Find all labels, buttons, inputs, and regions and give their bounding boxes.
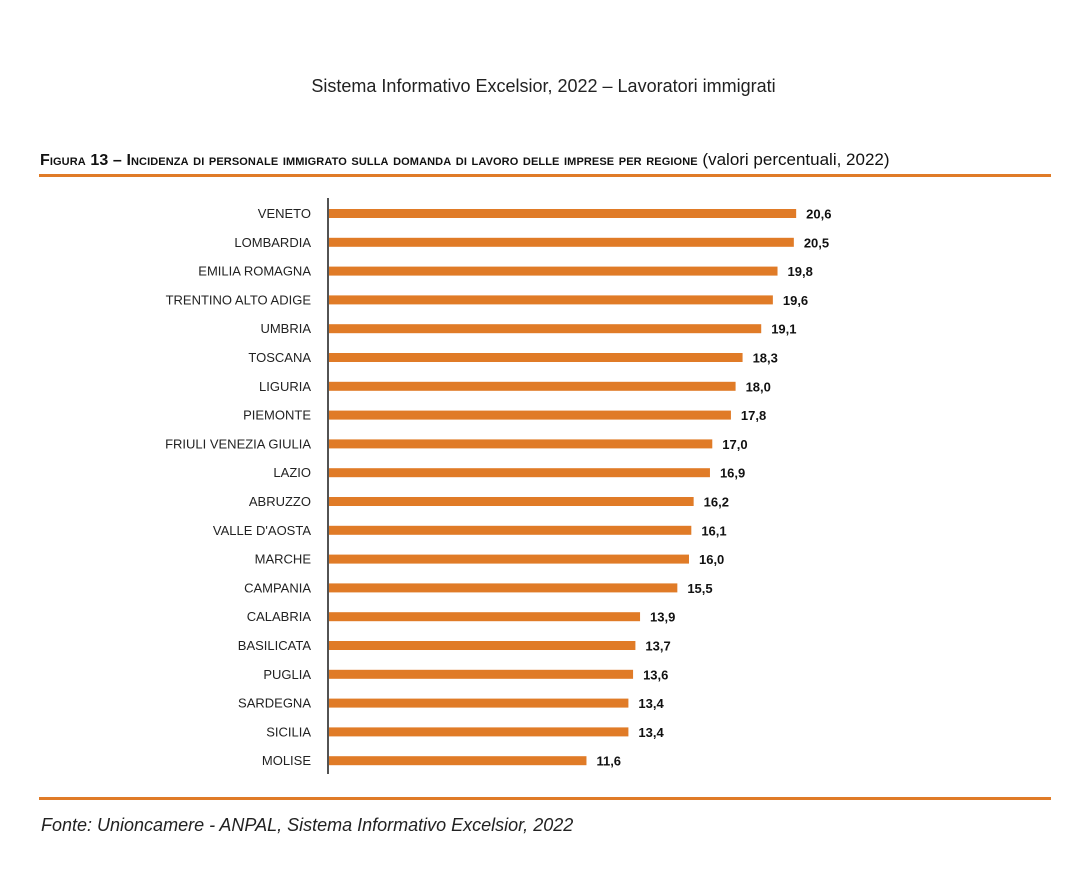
bar-value-label: 13,7 — [645, 639, 670, 654]
bar-value-label: 16,1 — [701, 523, 726, 538]
bar-value-label: 13,9 — [650, 610, 675, 625]
category-label: SICILIA — [266, 724, 311, 739]
bar-value-label: 17,8 — [741, 408, 766, 423]
bar — [329, 497, 694, 506]
category-label: BASILICATA — [238, 638, 312, 653]
bar — [329, 641, 636, 650]
category-label: UMBRIA — [260, 321, 311, 336]
bar — [329, 237, 794, 247]
bar-value-label: 15,5 — [687, 581, 712, 596]
bar-value-label: 17,0 — [722, 437, 747, 452]
category-label: MARCHE — [255, 552, 312, 567]
bar — [329, 554, 689, 564]
figure-title: Figura 13 – Incidenza di personale immig… — [40, 150, 890, 170]
bar — [329, 727, 629, 737]
bar — [329, 612, 641, 622]
figure-bottom-rule — [39, 797, 1051, 800]
category-label: PUGLIA — [263, 667, 311, 682]
bar — [329, 295, 773, 305]
bar-value-label: 16,0 — [699, 552, 724, 567]
category-label: LOMBARDIA — [234, 235, 311, 250]
category-label: VENETO — [258, 206, 311, 221]
bar-value-label: 11,6 — [596, 754, 621, 769]
bar — [329, 669, 634, 679]
bar-value-label: 16,9 — [720, 466, 745, 481]
category-label: EMILIA ROMAGNA — [198, 264, 311, 279]
bar-value-label: 13,6 — [643, 667, 668, 682]
bar-value-label: 19,8 — [788, 264, 813, 279]
bar-value-label: 16,2 — [704, 495, 729, 510]
bar — [329, 439, 713, 449]
source-note: Fonte: Unioncamere - ANPAL, Sistema Info… — [41, 815, 574, 835]
bar-value-label: 18,3 — [753, 351, 778, 366]
bar — [329, 209, 797, 218]
bar-value-label: 13,4 — [638, 725, 664, 740]
category-label: MOLISE — [262, 753, 311, 768]
bar — [329, 698, 629, 708]
bar-value-label: 20,5 — [804, 235, 829, 250]
bar — [329, 583, 678, 593]
bar — [329, 381, 736, 391]
bar-value-label: 20,6 — [806, 207, 831, 222]
category-label: PIEMONTE — [243, 408, 311, 423]
category-label: TOSCANA — [248, 350, 311, 365]
bar-value-label: 19,6 — [783, 293, 808, 308]
category-label: LAZIO — [273, 465, 311, 480]
category-label: CALABRIA — [247, 609, 312, 624]
category-label: SARDEGNA — [238, 696, 311, 711]
bar — [329, 468, 710, 478]
bar-value-label: 13,4 — [638, 696, 664, 711]
bar — [329, 353, 743, 362]
bar-value-label: 18,0 — [746, 379, 771, 394]
category-label: LIGURIA — [259, 379, 311, 394]
category-label: FRIULI VENEZIA GIULIA — [165, 436, 311, 451]
figure-top-rule — [39, 174, 1051, 177]
category-label: CAMPANIA — [244, 580, 311, 595]
figure-label: Figura 13 – Incidenza di personale immig… — [40, 152, 698, 169]
bar — [329, 324, 762, 334]
category-label: TRENTINO ALTO ADIGE — [166, 292, 312, 307]
document-header: Sistema Informativo Excelsior, 2022 – La… — [311, 76, 776, 96]
figure-subtitle: (valori percentuali, 2022) — [702, 150, 890, 169]
bar — [329, 266, 778, 276]
bar-value-label: 19,1 — [771, 322, 796, 337]
bar — [329, 525, 692, 535]
bar — [329, 756, 587, 766]
category-label: VALLE D'AOSTA — [213, 523, 311, 538]
bar — [329, 410, 731, 420]
category-label: ABRUZZO — [249, 494, 311, 509]
